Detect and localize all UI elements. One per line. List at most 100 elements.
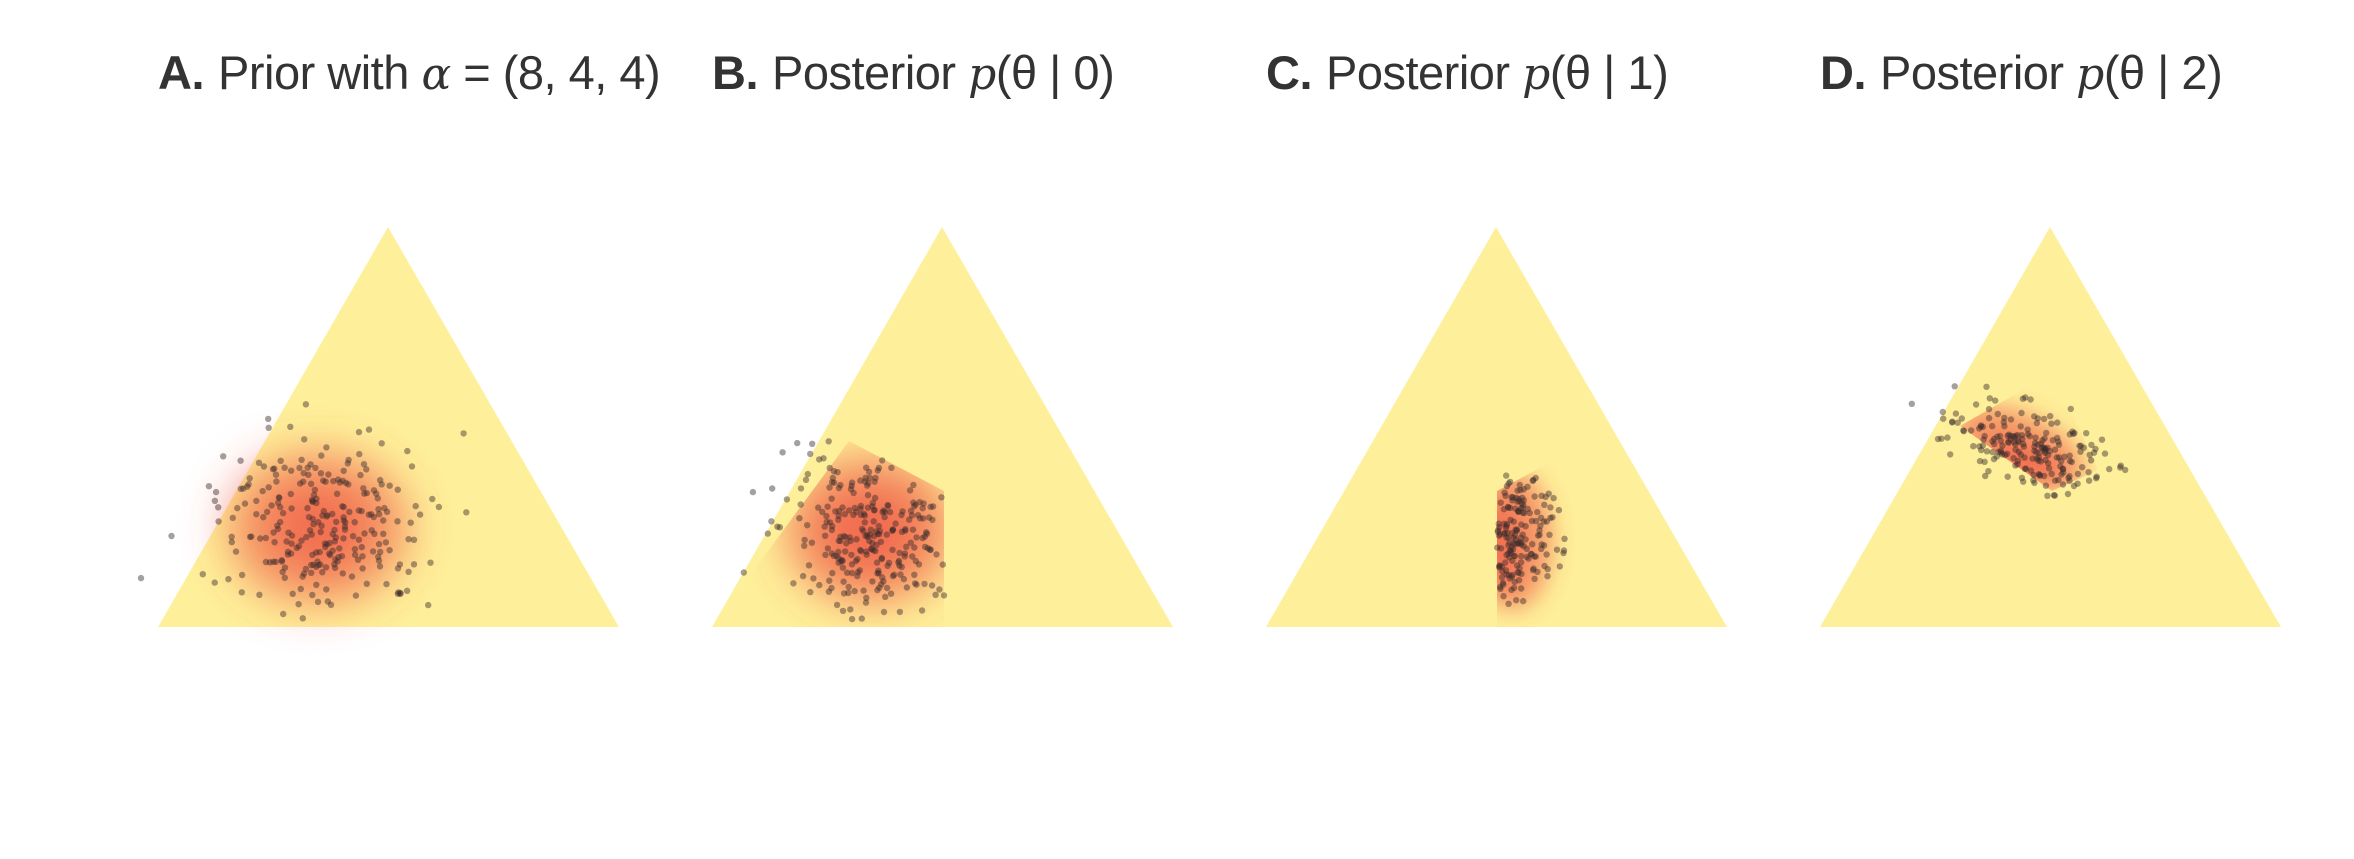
sample-point <box>1503 520 1511 528</box>
sample-point <box>273 478 280 485</box>
sample-point <box>1520 486 1527 493</box>
sample-point <box>847 537 854 545</box>
sample-point <box>828 584 835 592</box>
sample-point <box>322 478 329 485</box>
sample-point <box>877 538 885 546</box>
sample-point <box>830 552 838 559</box>
sample-point <box>776 524 784 531</box>
sample-point <box>2005 439 2012 446</box>
sample-point <box>874 570 881 577</box>
sample-point <box>1502 524 1510 532</box>
sample-point <box>378 481 385 488</box>
sample-point <box>1501 520 1508 527</box>
sample-point <box>907 539 914 546</box>
sample-point <box>2117 464 2124 471</box>
sample-point <box>810 575 817 582</box>
sample-point <box>2031 413 2038 420</box>
sample-point <box>1506 539 1513 546</box>
sample-point <box>863 464 870 471</box>
sample-point <box>211 497 219 504</box>
sample-point <box>915 561 923 568</box>
sample-point <box>1517 486 1524 494</box>
sample-point <box>873 541 880 549</box>
sample-point <box>850 489 857 497</box>
sample-point <box>938 494 945 501</box>
sample-point <box>2039 444 2046 451</box>
sample-point <box>253 497 260 505</box>
sample-point <box>911 571 918 578</box>
sample-point <box>1518 552 1525 560</box>
sample-point <box>1506 547 1514 555</box>
sample-point <box>1541 501 1548 508</box>
sample-point <box>376 563 384 570</box>
sample-point <box>2020 478 2027 485</box>
sample-point <box>2070 482 2078 490</box>
sample-point <box>2080 444 2087 451</box>
sample-point <box>2059 465 2066 472</box>
sample-point <box>2036 472 2044 479</box>
sample-point <box>2048 420 2055 427</box>
sample-point <box>2036 449 2043 456</box>
sample-point <box>335 554 342 561</box>
sample-point <box>375 557 383 564</box>
sample-point <box>2042 456 2049 464</box>
sample-point <box>323 444 330 451</box>
sample-point <box>924 545 932 552</box>
sample-point <box>801 536 808 544</box>
sample-point <box>2087 457 2095 464</box>
sample-point <box>1531 493 1538 500</box>
sample-point <box>1498 563 1506 570</box>
panel-b-density <box>785 455 944 605</box>
sample-point <box>1506 554 1513 561</box>
sample-point <box>909 553 916 560</box>
sample-point <box>288 540 295 547</box>
sample-point <box>277 504 284 511</box>
sample-point <box>308 496 316 504</box>
sample-point <box>317 528 324 536</box>
sample-point <box>1990 455 1998 463</box>
sample-point <box>839 504 846 511</box>
sample-point <box>1960 428 1968 435</box>
sample-point <box>853 508 860 516</box>
sample-point <box>354 556 362 563</box>
sample-point <box>256 591 263 598</box>
sample-point <box>2022 394 2029 401</box>
sample-point <box>1530 476 1537 484</box>
sample-point <box>2066 431 2073 438</box>
sample-point <box>870 518 877 525</box>
sample-point <box>1508 544 1515 551</box>
sample-point <box>889 526 897 534</box>
panel-b-samples <box>740 438 948 623</box>
sample-point <box>883 531 890 538</box>
sample-point <box>2036 471 2043 479</box>
sample-point <box>1989 448 1996 456</box>
sample-point <box>2053 454 2060 461</box>
sample-point <box>2106 465 2113 473</box>
sample-point <box>842 533 849 541</box>
sample-point <box>1509 546 1517 553</box>
sample-point <box>306 527 314 534</box>
sample-point <box>888 464 895 471</box>
panel-d-symbol: p <box>2076 49 2104 100</box>
sample-point <box>883 584 891 592</box>
sample-point <box>1496 562 1503 569</box>
sample-point <box>835 516 842 523</box>
sample-point <box>1495 564 1503 571</box>
sample-point <box>281 464 288 471</box>
sample-point <box>908 512 916 519</box>
panel-a-text-after: = (8, 4, 4) <box>450 46 661 99</box>
sample-point <box>264 508 271 516</box>
sample-point <box>2055 476 2062 484</box>
panel-a-text-before: Prior with <box>218 46 422 99</box>
sample-point <box>349 533 357 540</box>
sample-point <box>382 539 390 546</box>
sample-point <box>283 538 290 545</box>
sample-point <box>345 481 352 488</box>
sample-point <box>2041 435 2048 442</box>
sample-point <box>1538 545 1545 552</box>
sample-point <box>370 513 377 521</box>
sample-point <box>1529 566 1537 574</box>
sample-point <box>1989 438 1996 445</box>
sample-point <box>816 581 823 589</box>
sample-point <box>1501 489 1508 496</box>
